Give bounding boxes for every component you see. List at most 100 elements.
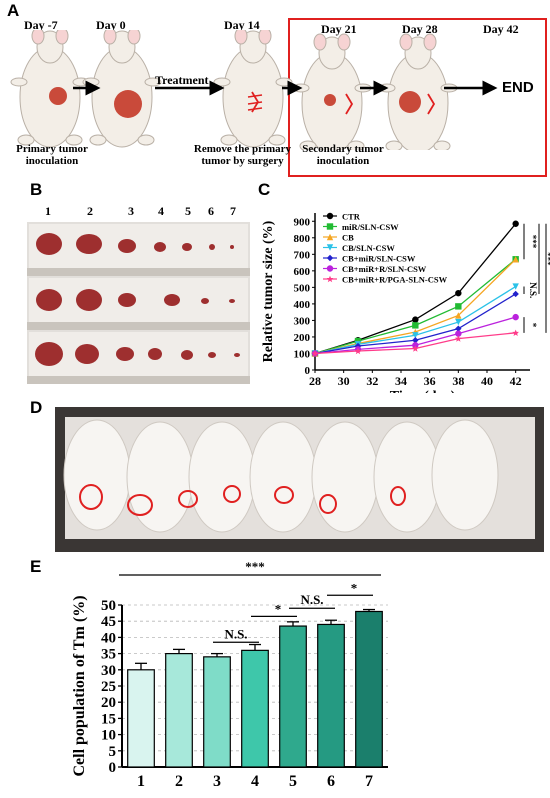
- day-label: Day 21: [321, 22, 357, 36]
- timeline-highlight-box: [288, 18, 547, 177]
- mice-photo-illustration: [55, 407, 544, 552]
- x-tick-label: 30: [338, 374, 350, 388]
- mice-photo: [55, 407, 544, 552]
- y-tick-label: 50: [101, 598, 116, 614]
- data-point: [326, 212, 334, 220]
- y-tick-label: 15: [101, 711, 116, 727]
- data-point: [455, 289, 462, 297]
- panel-label-b: B: [30, 180, 43, 199]
- legend-label: CB/SLN-CSW: [342, 243, 395, 253]
- x-tick-label: 6: [327, 773, 335, 790]
- y-tick-label: 500: [294, 282, 311, 294]
- x-tick-label: 5: [289, 773, 297, 790]
- significance-label: ***: [245, 559, 265, 574]
- y-axis-label: Cell population of Tm (%): [71, 595, 88, 776]
- y-tick-label: 400: [294, 299, 311, 311]
- data-point: [412, 345, 419, 352]
- mouse-illustration: [82, 30, 162, 148]
- bar: [165, 652, 193, 768]
- y-tick-label: 100: [294, 348, 311, 360]
- series-group: [311, 329, 519, 357]
- y-tick-label: 10: [101, 728, 116, 744]
- y-tick-label: 5: [109, 744, 117, 760]
- end-label: END: [502, 79, 534, 96]
- lane-number: 1: [45, 204, 51, 218]
- panel-label-c: C: [258, 180, 271, 199]
- mouse-illustration: [10, 30, 90, 148]
- day-label: Day 14: [224, 18, 260, 32]
- y-axis-label: Relative tumor size (%): [261, 220, 276, 362]
- significance-label: N.S.: [300, 592, 323, 607]
- timeline-illustration: [10, 30, 498, 150]
- tumor-photo: [27, 222, 250, 384]
- data-point: [455, 335, 462, 342]
- y-tick-label: 40: [101, 630, 116, 646]
- lane-number: 5: [185, 204, 191, 218]
- data-point: [455, 312, 462, 319]
- y-tick-label: 25: [101, 679, 116, 695]
- significance-label: N.S.: [224, 626, 247, 641]
- data-point: [412, 332, 419, 339]
- lane-number: 4: [158, 204, 164, 218]
- y-tick-label: 200: [294, 332, 311, 344]
- significance-label: *: [528, 323, 538, 328]
- mouse-illustration: [213, 30, 293, 148]
- data-point: [455, 303, 462, 310]
- caption-surgery: Remove the primary tumor by surgery: [193, 143, 292, 167]
- treatment-label: Treatment: [155, 73, 209, 87]
- day-label: Day 0: [96, 18, 126, 32]
- day-label: Day 28: [402, 22, 438, 36]
- significance-label: N.S.: [528, 282, 538, 298]
- x-tick-label: 1: [137, 773, 145, 790]
- data-point: [326, 223, 334, 230]
- y-tick-label: 20: [101, 695, 116, 711]
- data-point: [512, 283, 519, 290]
- lane-number: 3: [128, 204, 134, 218]
- y-tick-label: 0: [109, 760, 117, 776]
- panel-label-a: A: [7, 1, 20, 20]
- y-tick-label: 900: [294, 216, 311, 228]
- y-tick-label: 700: [294, 249, 311, 261]
- bar: [317, 623, 345, 768]
- caption-secondary: Secondary tumor inoculation: [302, 143, 384, 167]
- significance-label: *: [351, 580, 358, 595]
- data-point: [326, 233, 334, 241]
- x-tick-label: 28: [309, 374, 321, 388]
- data-point: [354, 342, 362, 350]
- data-point: [412, 316, 419, 323]
- x-tick-label: 36: [424, 374, 436, 388]
- x-tick-label: 40: [481, 374, 493, 388]
- data-point: [512, 220, 519, 227]
- series-group: [311, 290, 519, 357]
- y-tick-label: 600: [294, 266, 311, 278]
- data-point: [512, 290, 519, 298]
- data-point: [512, 329, 519, 337]
- y-tick-label: 800: [294, 233, 311, 245]
- data-point: [326, 244, 334, 251]
- data-point: [512, 256, 519, 263]
- legend-label: CB+miR+R/PGA-SLN-CSW: [342, 275, 448, 285]
- series-group: [311, 313, 519, 357]
- bar: [127, 669, 155, 768]
- panel-label-d: D: [30, 398, 43, 417]
- bar: [241, 649, 269, 768]
- data-point: [412, 337, 419, 344]
- y-tick-label: 35: [101, 647, 116, 663]
- data-point: [326, 275, 334, 283]
- tumor-growth-chart: 0 100 200 300 400 500 600 700 800 900 28 30 32 34 36 38…: [261, 212, 550, 394]
- x-tick-label: 3: [213, 773, 221, 790]
- mouse-illustration: [292, 33, 372, 150]
- y-tick-label: 0: [305, 365, 311, 377]
- bar: [355, 610, 383, 768]
- legend-label: CB+miR+R/SLN-CSW: [342, 264, 427, 274]
- legend-label: CTR: [342, 212, 361, 222]
- data-point: [455, 318, 462, 326]
- legend-label: miR/SLN-CSW: [342, 222, 399, 232]
- significance-label: ***: [528, 235, 538, 249]
- y-tick-label: 30: [101, 663, 116, 679]
- y-tick-label: 300: [294, 315, 311, 327]
- x-axis-label: Time (day): [390, 389, 456, 393]
- caption-primary: Primary tumor inoculation: [16, 143, 88, 167]
- x-tick-label: 32: [366, 374, 378, 388]
